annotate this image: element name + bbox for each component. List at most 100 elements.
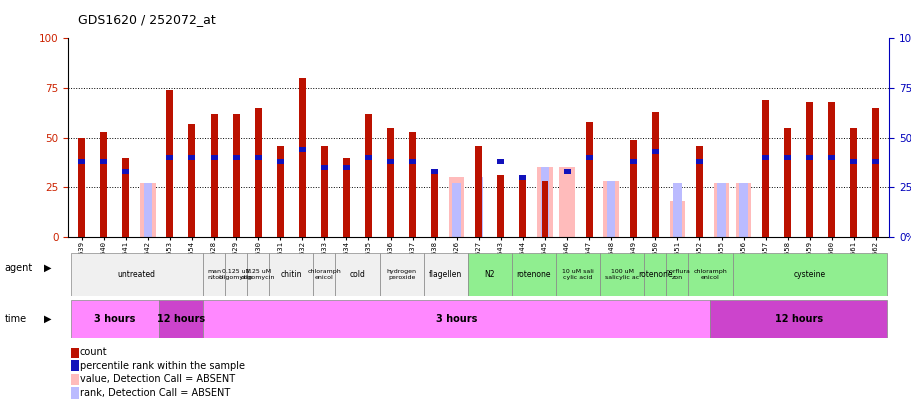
Bar [651,149,658,154]
Text: 100 uM
salicylic ac: 100 uM salicylic ac [604,269,639,279]
Bar [122,169,129,174]
Bar [254,108,261,237]
Bar [710,300,886,338]
Text: man
nitol: man nitol [207,269,220,279]
Bar [585,155,592,160]
Bar [630,159,636,164]
Bar [189,124,195,237]
Bar [232,114,240,237]
Text: agent: agent [5,263,33,273]
Bar [78,159,85,164]
Bar [210,155,217,160]
Text: flagellen: flagellen [428,270,462,279]
Bar [276,146,283,237]
Bar [805,102,813,237]
Bar [805,155,813,160]
Bar [496,159,504,164]
Bar [558,168,574,237]
Bar [666,253,688,296]
Text: 12 hours: 12 hours [157,314,205,324]
Bar [210,114,217,237]
Bar [386,128,394,237]
Bar [431,171,437,237]
Bar [630,140,636,237]
Bar [599,253,643,296]
Bar [203,253,225,296]
Bar [343,158,350,237]
Bar [563,169,570,174]
Bar [651,112,658,237]
Text: 0.125 uM
oligomycin: 0.125 uM oligomycin [219,269,253,279]
Text: N2: N2 [484,270,495,279]
Bar [452,183,460,237]
Bar [556,253,599,296]
Text: cold: cold [349,270,365,279]
Bar [140,183,156,237]
Bar [431,169,437,174]
Text: chloramph
enicol: chloramph enicol [693,269,727,279]
Bar [669,201,684,237]
Text: 1.25 uM
oligomycin: 1.25 uM oligomycin [241,269,275,279]
Bar [519,177,526,237]
Bar [386,159,394,164]
Bar [299,147,305,152]
Bar [232,155,240,160]
Bar [872,159,878,164]
Bar [735,183,751,237]
Bar [762,155,768,160]
Bar [541,181,548,237]
Bar [603,181,619,237]
Text: rank, Detection Call = ABSENT: rank, Detection Call = ABSENT [80,388,230,398]
Bar [343,165,350,170]
Bar [225,253,247,296]
Bar [71,360,79,371]
Bar [321,165,327,170]
Bar [511,253,556,296]
Bar [276,159,283,164]
Bar [695,159,702,164]
Bar [783,155,791,160]
Bar [872,108,878,237]
Bar [849,128,856,237]
Bar [739,183,747,237]
Bar [849,159,856,164]
Text: hydrogen
peroxide: hydrogen peroxide [386,269,416,279]
Bar [70,300,159,338]
Text: norflura
zon: norflura zon [664,269,689,279]
Bar [166,155,173,160]
Bar [364,114,372,237]
Bar [122,158,129,237]
Text: untreated: untreated [118,270,156,279]
Text: GDS1620 / 252072_at: GDS1620 / 252072_at [77,13,215,26]
Bar [827,155,834,160]
Bar [732,253,886,296]
Text: count: count [80,347,107,357]
Bar [189,155,195,160]
Bar [71,387,79,399]
Bar [100,159,107,164]
Bar [695,146,702,237]
Bar [379,253,424,296]
Text: 3 hours: 3 hours [435,314,476,324]
Bar [783,128,791,237]
Bar [762,100,768,237]
Bar [467,253,511,296]
Bar [409,159,415,164]
Bar [299,78,305,237]
Bar [409,132,415,237]
Bar [475,146,482,237]
Bar [827,102,834,237]
Text: time: time [5,314,26,324]
Bar [713,183,729,237]
Bar [166,90,173,237]
Bar [716,183,725,237]
Text: 10 uM sali
cylic acid: 10 uM sali cylic acid [561,269,593,279]
Bar [424,253,467,296]
Bar [203,300,710,338]
Bar [143,183,152,237]
Text: value, Detection Call = ABSENT: value, Detection Call = ABSENT [80,374,235,384]
Text: chitin: chitin [281,270,302,279]
Text: cysteine: cysteine [793,270,825,279]
Bar [71,373,79,385]
Text: rotenone: rotenone [517,270,550,279]
